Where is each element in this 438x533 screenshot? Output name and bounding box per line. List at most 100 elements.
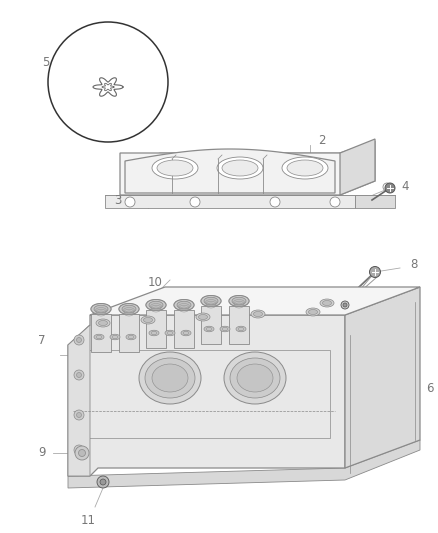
Ellipse shape (183, 331, 189, 335)
Ellipse shape (206, 327, 212, 331)
Ellipse shape (151, 331, 157, 335)
Ellipse shape (320, 299, 334, 307)
Polygon shape (120, 141, 375, 195)
Text: 8: 8 (410, 257, 418, 271)
Circle shape (383, 183, 391, 191)
Text: 11: 11 (81, 513, 95, 527)
Ellipse shape (201, 295, 221, 306)
Ellipse shape (139, 352, 201, 404)
Circle shape (74, 370, 84, 380)
Circle shape (100, 479, 106, 485)
Ellipse shape (198, 314, 208, 319)
Ellipse shape (96, 319, 110, 327)
Ellipse shape (282, 157, 328, 179)
Polygon shape (125, 149, 335, 193)
Ellipse shape (174, 300, 194, 311)
Circle shape (74, 410, 84, 420)
Ellipse shape (217, 157, 263, 179)
Ellipse shape (152, 157, 198, 179)
Text: 3: 3 (114, 195, 122, 207)
Circle shape (370, 266, 381, 278)
Ellipse shape (201, 295, 221, 306)
Circle shape (270, 197, 280, 207)
Ellipse shape (237, 364, 273, 392)
Ellipse shape (141, 316, 155, 324)
Circle shape (190, 197, 200, 207)
Circle shape (48, 22, 168, 142)
Ellipse shape (146, 300, 166, 311)
Polygon shape (146, 310, 166, 348)
Ellipse shape (306, 308, 320, 316)
Polygon shape (68, 315, 345, 476)
Circle shape (74, 335, 84, 345)
Ellipse shape (222, 160, 258, 176)
Polygon shape (68, 440, 420, 488)
Ellipse shape (322, 301, 332, 305)
Polygon shape (345, 287, 420, 468)
Ellipse shape (287, 160, 323, 176)
Polygon shape (119, 314, 139, 352)
Circle shape (97, 476, 109, 488)
Ellipse shape (177, 301, 191, 309)
Circle shape (385, 183, 395, 193)
Polygon shape (68, 325, 90, 476)
Text: 7: 7 (38, 334, 46, 346)
Ellipse shape (122, 305, 136, 313)
Ellipse shape (149, 301, 163, 309)
Ellipse shape (181, 330, 191, 336)
Ellipse shape (222, 327, 228, 331)
Ellipse shape (254, 311, 262, 317)
Ellipse shape (204, 326, 214, 332)
Ellipse shape (128, 335, 134, 339)
Ellipse shape (229, 295, 249, 306)
Circle shape (77, 373, 81, 377)
Circle shape (78, 449, 85, 456)
Polygon shape (340, 139, 375, 195)
Ellipse shape (119, 303, 139, 314)
Polygon shape (105, 195, 355, 208)
Ellipse shape (157, 160, 193, 176)
Ellipse shape (230, 358, 280, 398)
Circle shape (343, 303, 347, 307)
Text: 10: 10 (148, 276, 162, 288)
Ellipse shape (236, 326, 246, 332)
Ellipse shape (91, 303, 111, 314)
Circle shape (330, 197, 340, 207)
Polygon shape (174, 310, 194, 348)
Ellipse shape (94, 305, 108, 313)
Ellipse shape (224, 352, 286, 404)
Ellipse shape (229, 295, 249, 306)
Ellipse shape (149, 330, 159, 336)
Polygon shape (90, 287, 420, 315)
Ellipse shape (144, 318, 152, 322)
Ellipse shape (126, 334, 136, 340)
Circle shape (74, 445, 84, 455)
Ellipse shape (119, 303, 139, 314)
Ellipse shape (145, 358, 195, 398)
Ellipse shape (112, 335, 118, 339)
Text: 5: 5 (42, 55, 49, 69)
Ellipse shape (99, 320, 107, 326)
Ellipse shape (232, 297, 246, 305)
Polygon shape (201, 306, 221, 344)
Ellipse shape (204, 297, 218, 305)
Ellipse shape (220, 326, 230, 332)
Circle shape (341, 301, 349, 309)
Circle shape (75, 446, 89, 460)
Ellipse shape (196, 313, 210, 321)
Ellipse shape (167, 331, 173, 335)
Polygon shape (91, 314, 111, 352)
Polygon shape (355, 195, 395, 208)
Circle shape (125, 197, 135, 207)
Ellipse shape (308, 310, 318, 314)
Ellipse shape (238, 327, 244, 331)
Circle shape (77, 337, 81, 343)
Polygon shape (229, 306, 249, 344)
Ellipse shape (174, 300, 194, 311)
Ellipse shape (91, 303, 111, 314)
Ellipse shape (110, 334, 120, 340)
Ellipse shape (94, 334, 104, 340)
Ellipse shape (146, 300, 166, 311)
Text: 2: 2 (318, 133, 326, 147)
Circle shape (77, 448, 81, 453)
